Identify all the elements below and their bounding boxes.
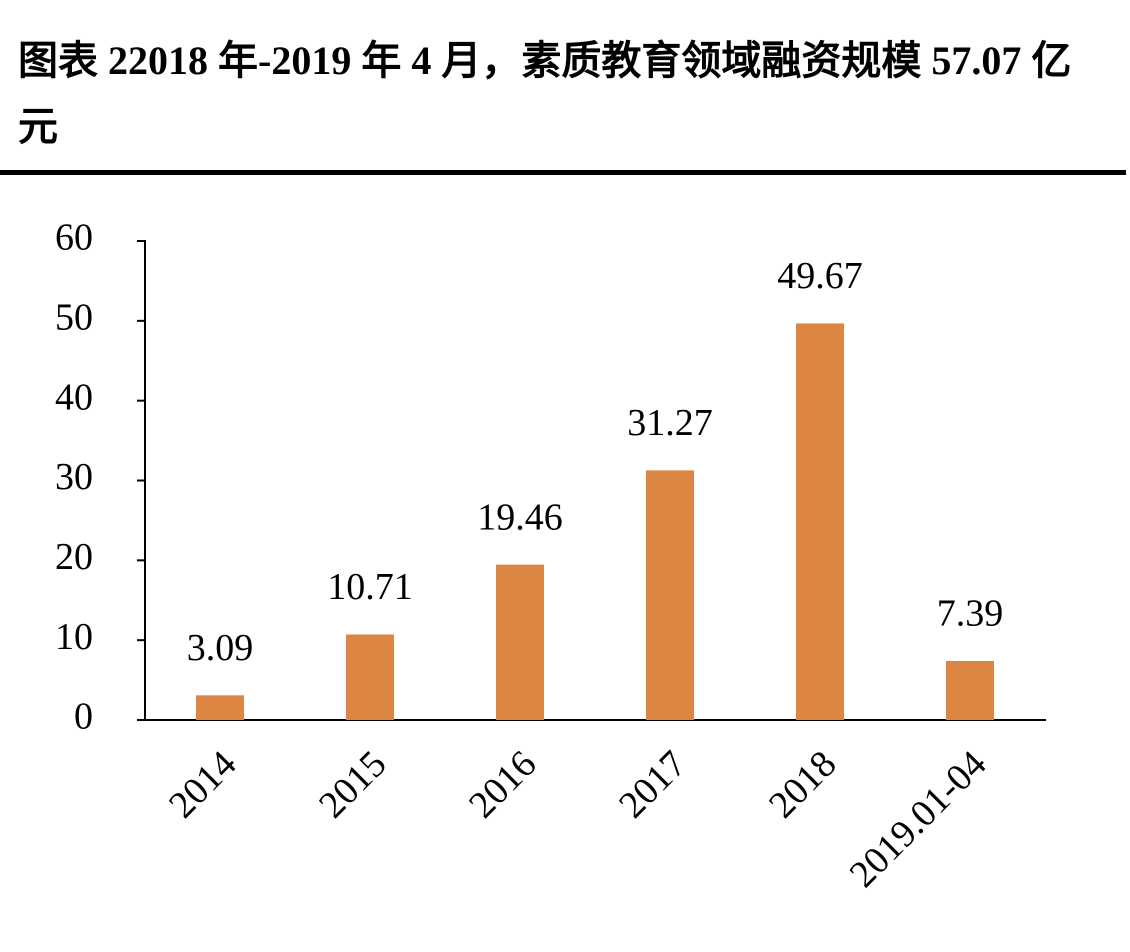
title-rule — [0, 170, 1126, 175]
y-tick-label: 30 — [55, 456, 93, 498]
data-label: 49.67 — [777, 255, 863, 297]
y-tick-label: 40 — [55, 376, 93, 418]
x-tick-label: 2018 — [761, 743, 844, 826]
y-tick-label: 20 — [55, 536, 93, 578]
y-tick-label: 60 — [55, 217, 93, 259]
bar — [796, 323, 844, 720]
data-label: 31.27 — [627, 402, 713, 444]
x-tick-label: 2019.01-04 — [842, 743, 995, 896]
x-tick-label: 2017 — [611, 743, 694, 826]
y-tick-label: 10 — [55, 616, 93, 658]
bar — [346, 634, 394, 720]
data-label: 19.46 — [477, 496, 563, 538]
bar — [946, 661, 994, 720]
bar — [646, 470, 694, 720]
x-tick-label: 2014 — [161, 743, 244, 826]
y-tick-label: 0 — [74, 696, 93, 738]
data-label: 7.39 — [937, 593, 1004, 635]
x-tick-label: 2015 — [311, 743, 394, 826]
x-tick-label: 2016 — [461, 743, 544, 826]
y-tick-label: 50 — [55, 297, 93, 339]
chart-title: 图表 22018 年-2019 年 4 月，素质教育领域融资规模 57.07 亿… — [18, 38, 1072, 149]
bar — [196, 695, 244, 720]
data-label: 10.71 — [327, 566, 413, 608]
bar — [496, 564, 544, 720]
data-label: 3.09 — [187, 627, 254, 669]
